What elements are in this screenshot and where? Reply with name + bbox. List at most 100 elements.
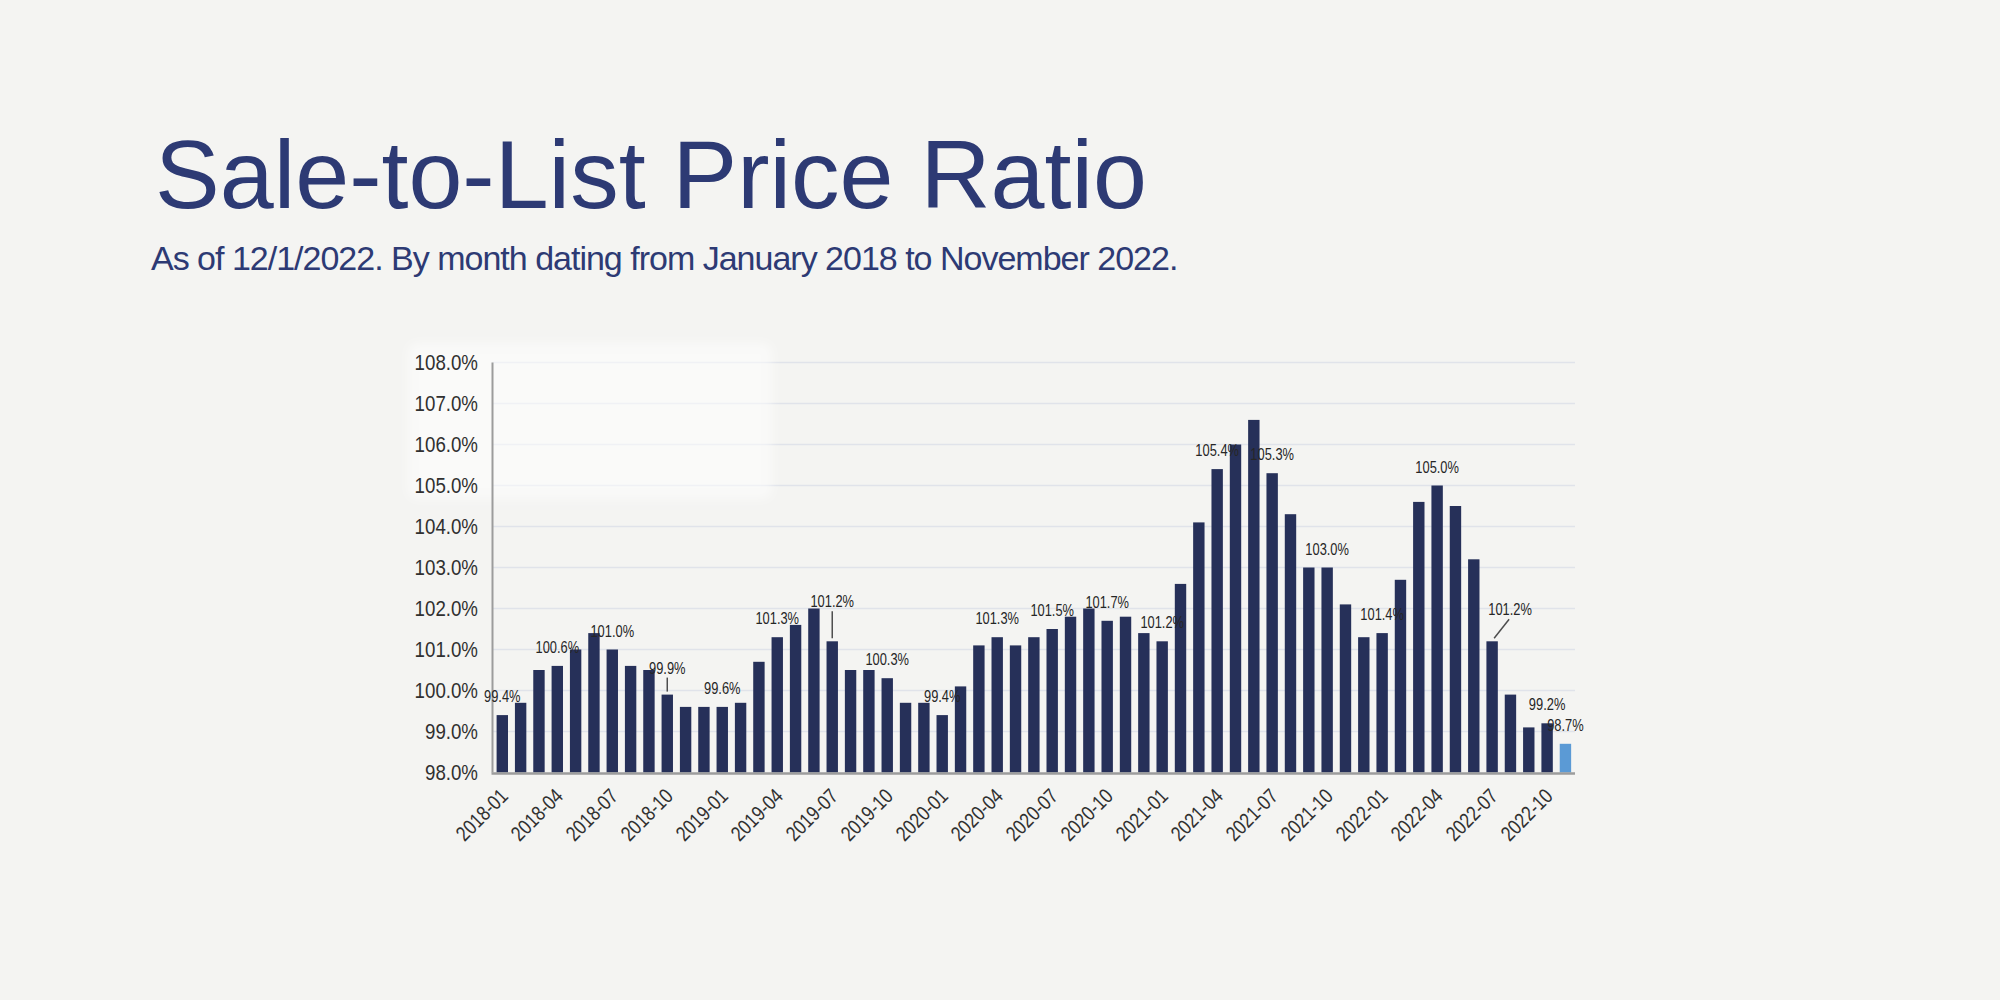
bar-label: 99.4% [484,687,521,705]
bar [1211,469,1222,772]
bar-label: 100.3% [865,650,909,668]
bar [552,666,563,773]
bar [1468,559,1479,772]
bar-label: 101.2% [1488,600,1532,618]
bar [1486,641,1497,772]
bar [1321,568,1332,773]
y-axis-label: 105.0% [415,473,478,498]
x-axis-label: 2021-01 [1111,784,1172,845]
y-axis-label: 98.0% [425,760,478,785]
bar-label: 101.2% [1140,613,1184,631]
bar-label: 103.0% [1305,540,1349,558]
x-axis-label: 2019-01 [671,784,732,845]
bar [1175,584,1186,773]
bar-chart: 98.0% 99.0% 100.0% 101.0% 102.0% 103.0% 104.0%… [0,0,2000,1000]
bar [698,707,709,773]
bar [992,637,1003,772]
bar [1450,506,1461,773]
x-axis-label: 2021-10 [1276,784,1337,845]
bar-label: 101.3% [755,609,799,627]
bar [937,715,948,772]
bar-label: 105.4% [1195,441,1239,459]
bar [1505,695,1516,773]
bar [1560,744,1571,773]
bar [1101,621,1112,773]
bar-label: 101.2% [810,592,854,610]
bar [1083,609,1094,773]
bar [1120,617,1131,773]
bar [1047,629,1058,773]
bar [1303,568,1314,773]
bar [1358,637,1369,772]
x-axis-label: 2019-04 [726,784,787,845]
page: Sale-to-List Price Ratio As of 12/1/2022… [0,0,2000,1000]
x-axis-label: 2022-01 [1331,784,1392,845]
bar [882,678,893,772]
bar [497,715,508,772]
bar [1138,633,1149,772]
bar-label: 105.3% [1250,445,1294,463]
y-axis-label: 106.0% [415,432,478,457]
bar [753,662,764,773]
x-axis-label: 2021-07 [1221,784,1282,845]
x-axis-label: 2018-10 [616,784,677,845]
bar-label: 99.2% [1529,695,1566,713]
bar [845,670,856,773]
bar-label: 99.6% [704,679,741,697]
bar [680,707,691,773]
bar [717,707,728,773]
bar-label: 98.7% [1547,716,1584,734]
x-axis-label: 2020-10 [1056,784,1117,845]
y-axis-label: 99.0% [425,719,478,744]
bar [1193,522,1204,772]
bar [1230,445,1241,773]
x-axis-label: 2020-07 [1001,784,1062,845]
y-axis-label: 108.0% [415,350,478,375]
bar [1413,502,1424,773]
bar [772,637,783,772]
bar [533,670,544,773]
x-axis-label: 2019-10 [836,784,897,845]
bar-label: 101.5% [1030,601,1074,619]
bar [662,695,673,773]
bar-label: 99.4% [924,687,961,705]
bar [1028,637,1039,772]
bar [808,609,819,773]
leader-line [1494,619,1509,638]
y-axis-label: 100.0% [415,678,478,703]
bar-label: 105.0% [1415,458,1459,476]
bar [735,703,746,773]
x-axis-label: 2022-04 [1386,784,1447,845]
bar [1340,604,1351,772]
bar-label: 101.3% [975,609,1019,627]
bar [643,670,654,773]
bar-label: 100.6% [535,638,579,656]
bar [918,703,929,773]
bar-label: 101.0% [590,622,634,640]
x-axis-label: 2021-04 [1166,784,1227,845]
y-axis-label: 101.0% [415,637,478,662]
bar [973,645,984,772]
bar [1065,617,1076,773]
bar-label: 101.4% [1360,605,1404,623]
bar [607,650,618,773]
x-axis-label: 2018-04 [506,784,567,845]
y-axis-label: 102.0% [415,596,478,621]
bar [900,703,911,773]
bar [827,641,838,772]
bar [625,666,636,773]
x-axis-label: 2020-01 [891,784,952,845]
x-axis-label: 2022-10 [1496,784,1557,845]
x-axis-label: 2019-07 [781,784,842,845]
bar [1266,473,1277,772]
bar [1156,641,1167,772]
bar [515,703,526,773]
bar-label: 99.9% [649,659,686,677]
x-axis-label: 2018-01 [451,784,512,845]
y-axis-label: 107.0% [415,391,478,416]
bar [1431,486,1442,773]
x-axis-label: 2018-07 [561,784,622,845]
x-axis-label: 2020-04 [946,784,1007,845]
y-axis-label: 104.0% [415,514,478,539]
bar [1285,514,1296,772]
